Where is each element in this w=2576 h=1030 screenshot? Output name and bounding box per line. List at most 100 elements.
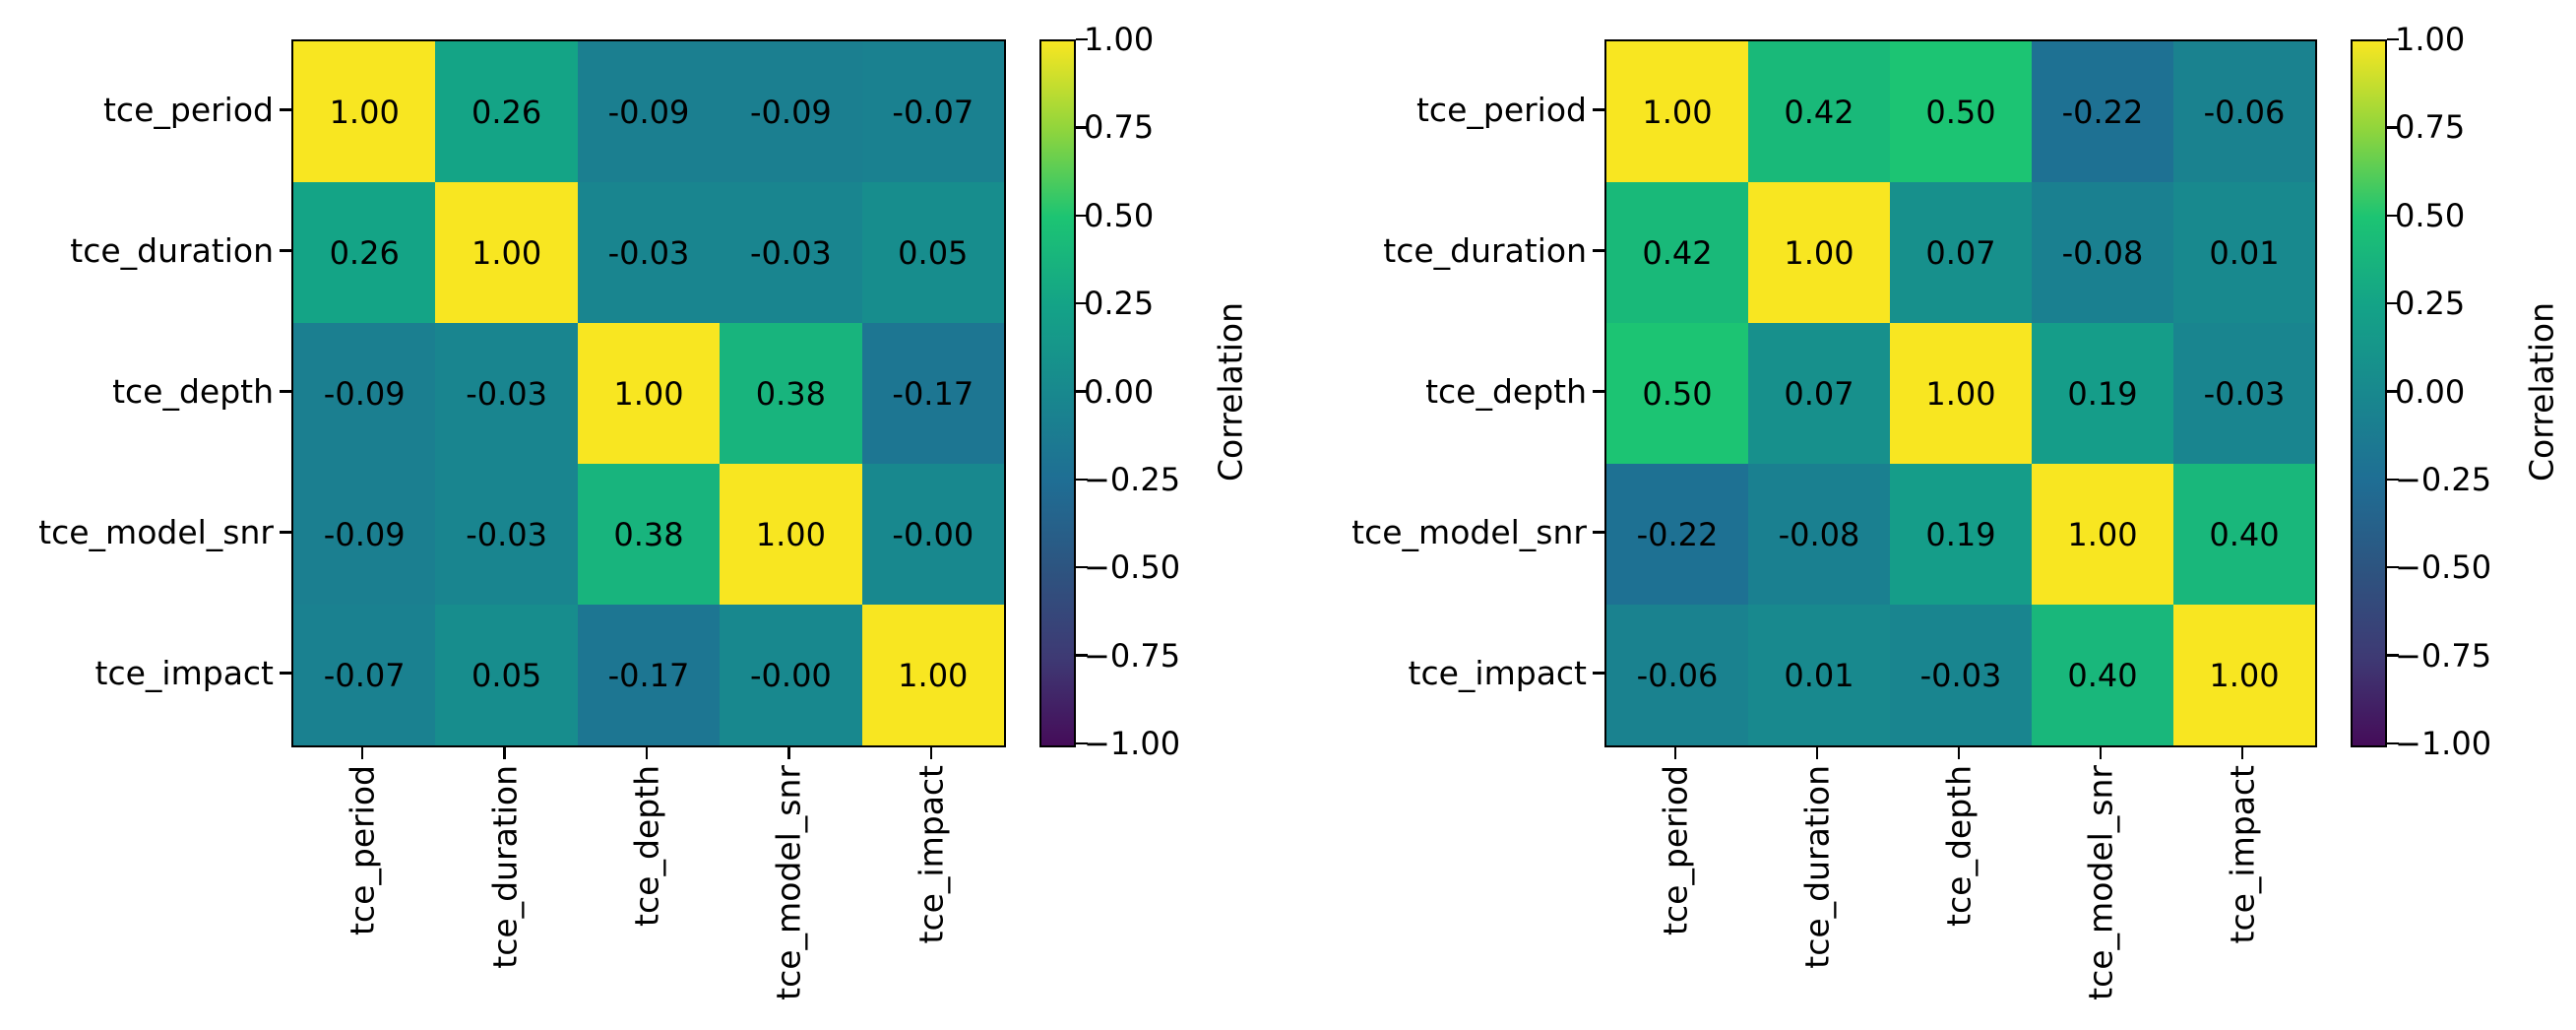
y-axis-label: tce_depth <box>112 371 274 411</box>
y-axis-label: tce_impact <box>1408 653 1587 692</box>
heatmap-cell: -0.06 <box>2173 41 2315 182</box>
colorbar-tick-label: 1.00 <box>1084 21 1155 58</box>
colorbar-tick <box>1076 741 1088 745</box>
heatmap-cell: -0.17 <box>577 605 721 745</box>
colorbar-tick <box>2387 741 2399 745</box>
x-axis-tick <box>361 747 364 759</box>
colorbar-tick <box>1076 478 1088 482</box>
heatmap-cell: 0.01 <box>1748 605 1890 745</box>
y-axis-tick <box>1593 249 1604 252</box>
y-axis-label: tce_duration <box>1383 230 1587 270</box>
heatmap-cell: 0.01 <box>2173 182 2315 323</box>
heatmap-cell: 0.26 <box>435 41 578 182</box>
x-axis-tick <box>1673 747 1677 759</box>
colorbar-tick <box>1076 214 1088 217</box>
heatmap-cell: 0.26 <box>293 182 436 323</box>
colorbar-tick-label: −1.00 <box>1084 725 1181 762</box>
x-axis-tick <box>503 747 506 759</box>
y-axis-tick <box>280 531 291 534</box>
colorbar-axis-label: Correlation <box>2522 301 2561 482</box>
x-axis-label: tce_impact <box>2223 765 2262 944</box>
y-axis-tick <box>280 390 291 393</box>
heatmap-cell: -0.09 <box>293 464 436 605</box>
heatmap-cell: 1.00 <box>1890 323 2032 464</box>
x-axis-tick <box>645 747 649 759</box>
heatmap-cell: -0.06 <box>1606 605 1748 745</box>
heatmap-cell: 1.00 <box>1606 41 1748 182</box>
heatmap-cell: 0.07 <box>1748 323 1890 464</box>
heatmap-cell: -0.09 <box>293 323 436 464</box>
x-axis-label: tce_period <box>1656 765 1695 936</box>
heatmap-cell: 0.38 <box>577 464 721 605</box>
heatmap-cell: 0.50 <box>1606 323 1748 464</box>
heatmap-cell: 0.42 <box>1606 182 1748 323</box>
colorbar-tick <box>2387 301 2399 305</box>
heatmap-cell: 0.19 <box>2032 323 2173 464</box>
heatmap-cell: -0.03 <box>577 182 721 323</box>
colorbar-tick <box>1076 301 1088 305</box>
heatmap-cell: -0.22 <box>2032 41 2173 182</box>
colorbar-tick <box>2387 654 2399 657</box>
heatmap-cell: 1.00 <box>293 41 436 182</box>
colorbar-tick <box>1076 654 1088 657</box>
x-axis-label: tce_depth <box>1939 765 1979 927</box>
y-axis-label: tce_model_snr <box>38 512 274 551</box>
x-axis-tick <box>1957 747 1961 759</box>
colorbar-tick-label: 0.75 <box>2395 108 2466 147</box>
colorbar-tick <box>2387 126 2399 129</box>
heatmap-cell: 0.40 <box>2032 605 2173 745</box>
colorbar-tick-label: −0.75 <box>1084 636 1181 675</box>
heatmap-cell: -0.00 <box>720 605 862 745</box>
heatmap-cell: 0.50 <box>1890 41 2032 182</box>
heatmap-cell: 0.40 <box>2173 464 2315 605</box>
colorbar-tick-label: −0.75 <box>2395 636 2492 675</box>
y-axis-tick <box>1593 672 1604 675</box>
colorbar-tick <box>2387 566 2399 569</box>
colorbar-tick <box>2387 37 2399 41</box>
heatmap-cell: -0.03 <box>2173 323 2315 464</box>
x-axis-tick <box>2240 747 2244 759</box>
heatmap-cell: -0.08 <box>2032 182 2173 323</box>
heatmap-cell: -0.17 <box>861 323 1004 464</box>
y-axis-label: tce_impact <box>94 653 274 692</box>
heatmap-cell: -0.08 <box>1748 464 1890 605</box>
heatmap-cell: 1.00 <box>861 605 1004 745</box>
colorbar-tick-label: −1.00 <box>2395 725 2492 762</box>
heatmap-cell: 1.00 <box>2032 464 2173 605</box>
heatmap-cell: -0.09 <box>720 41 862 182</box>
heatmap-cell: 0.42 <box>1748 41 1890 182</box>
y-axis-label: tce_period <box>102 90 274 129</box>
heatmap-cell: 1.00 <box>720 464 862 605</box>
heatmap-grid: 1.00 0.26 -0.09 -0.09 -0.07 0.26 1.00 -0.03 -0.0… <box>291 39 1006 747</box>
colorbar-tick-label: 0.50 <box>2395 196 2466 234</box>
y-axis-tick <box>1593 108 1604 111</box>
heatmap-cell: -0.03 <box>1890 605 2032 745</box>
colorbar-tick <box>2387 390 2399 393</box>
heatmap-cell: 1.00 <box>2173 605 2315 745</box>
heatmap-cell: 0.05 <box>861 182 1004 323</box>
colorbar-tick <box>1076 37 1088 41</box>
y-axis-tick <box>280 108 291 111</box>
heatmap-cell: -0.22 <box>1606 464 1748 605</box>
x-axis-tick <box>2099 747 2103 759</box>
colorbar-tick <box>1076 126 1088 129</box>
heatmap-cell: -0.03 <box>435 323 578 464</box>
x-axis-tick <box>929 747 932 759</box>
heatmap-cell: 0.38 <box>720 323 862 464</box>
heatmap-cell: -0.00 <box>861 464 1004 605</box>
colorbar-tick-label: 1.00 <box>2395 21 2466 58</box>
colorbar-tick-label: 0.25 <box>2395 285 2466 323</box>
colorbar-tick-label: 0.00 <box>1084 372 1155 411</box>
x-axis-tick <box>787 747 790 759</box>
y-axis-tick <box>280 672 291 675</box>
y-axis-label: tce_depth <box>1425 371 1587 411</box>
colorbar-tick-label: 0.75 <box>1084 108 1155 147</box>
y-axis-label: tce_period <box>1415 90 1587 129</box>
colorbar-gradient <box>2351 39 2387 747</box>
colorbar-tick-label: −0.25 <box>2395 460 2492 498</box>
y-axis-label: tce_model_snr <box>1351 512 1587 551</box>
heatmap-cell: -0.07 <box>293 605 436 745</box>
heatmap-grid: 1.00 0.42 0.50 -0.22 -0.06 0.42 1.00 0.07 -0.08 0… <box>1604 39 2317 747</box>
